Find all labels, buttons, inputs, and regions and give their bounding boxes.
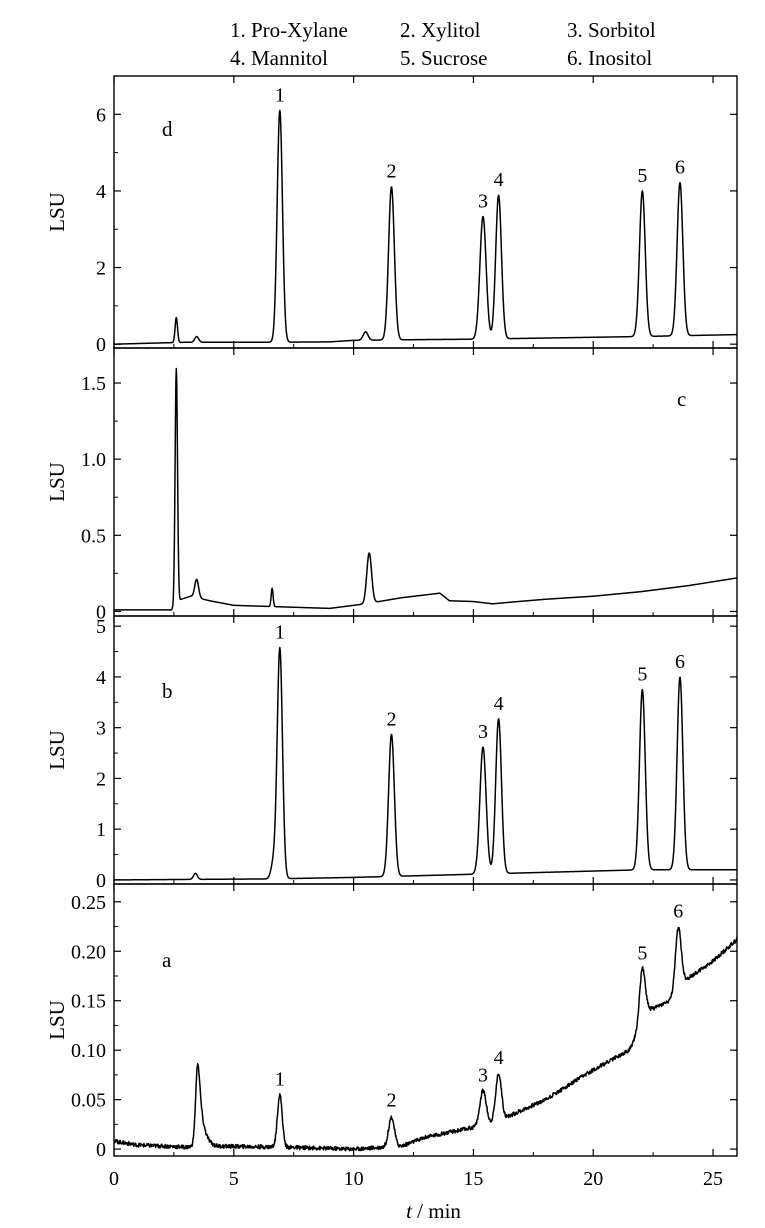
y-axis-label: LSU [45,192,69,232]
y-tick-label: 2 [96,258,106,280]
peak-label: 5 [637,942,647,964]
y-tick-label: 1.0 [81,449,106,471]
legend-entry: 1. Pro-Xylane [230,18,348,42]
x-axis-label: t / min [406,1199,461,1223]
peak-label: 4 [494,169,504,191]
y-tick-label: 0 [96,334,106,356]
legend-entry: 4. Mannitol [230,46,328,70]
x-axis-label-unit: / min [412,1199,462,1223]
x-tick-label: 20 [583,1168,603,1190]
x-tick-label: 25 [703,1168,723,1190]
panel-letter: d [162,117,173,141]
y-tick-label: 0.10 [71,1040,106,1062]
y-tick-label: 1.5 [81,373,106,395]
panel-c: 0 0.5 1.0 1.5 LSU c [45,347,738,623]
y-tick-label: 0.25 [71,892,106,914]
panel-frame [113,615,738,885]
y-tick-label: 2 [96,768,106,790]
x-tick-label: 10 [344,1168,364,1190]
y-axis-label: LSU [45,1000,69,1040]
shared-x-axis: 0 5 10 15 20 25 t / min [109,1168,723,1223]
peak-label: 6 [675,651,685,673]
legend-entry: 2. Xylitol [400,18,481,42]
panel-frame [113,347,738,617]
legend-entry: 3. Sorbitol [567,18,656,42]
y-tick-label: 3 [96,718,106,740]
peak-label: 4 [494,1047,504,1069]
y-tick-label: 0.5 [81,525,106,547]
x-tick-label: 0 [109,1168,119,1190]
peak-label: 3 [478,1064,488,1086]
y-tick-label: 4 [96,181,106,203]
peak-label: 4 [494,693,504,715]
panel-letter: a [162,948,172,972]
y-tick-label: 5 [96,616,106,638]
y-tick-label: 0 [96,1139,106,1161]
peak-label: 2 [386,161,396,183]
peak-label: 6 [675,156,685,178]
panel-letter: b [162,679,173,703]
peak-label: 5 [637,664,647,686]
chromatogram-trace [113,926,738,1152]
y-tick-label: 0 [96,601,106,623]
chromatogram-trace [113,646,738,881]
y-tick-label: 1 [96,819,106,841]
x-tick-label: 5 [229,1168,239,1190]
y-tick-label: 0 [96,870,106,892]
y-tick-label: 6 [96,104,106,126]
legend-entry: 6. Inositol [567,46,652,70]
y-axis-label: LSU [45,730,69,770]
panel-letter: c [677,387,686,411]
y-axis-label: LSU [45,462,69,502]
y-tick-label: 0.15 [71,991,106,1013]
peak-label: 5 [637,165,647,187]
panel-a: 0 0.05 0.10 0.15 0.20 0.25 LSU a 1 2 34 5 6 [45,883,738,1161]
chromatogram-trace [113,367,738,611]
legend-entry: 5. Sucrose [400,46,488,70]
panel-frame [113,883,738,1157]
peak-label: 3 [478,190,488,212]
chromatogram-trace [113,109,738,345]
peak-label: 2 [386,1089,396,1111]
peak-label: 3 [478,721,488,743]
peak-legend: 1. Pro-Xylane 2. Xylitol 3. Sorbitol 4. Man… [230,18,656,70]
peak-label: 1 [275,1068,285,1090]
peak-label: 1 [275,84,285,106]
y-tick-label: 0.20 [71,941,106,963]
x-tick-label: 15 [463,1168,483,1190]
peak-label: 6 [673,901,683,923]
y-tick-label: 0.05 [71,1090,106,1112]
peak-label: 1 [275,621,285,643]
x-axis-label-var: t [406,1199,413,1223]
y-tick-label: 4 [96,667,106,689]
peak-label: 2 [386,708,396,730]
